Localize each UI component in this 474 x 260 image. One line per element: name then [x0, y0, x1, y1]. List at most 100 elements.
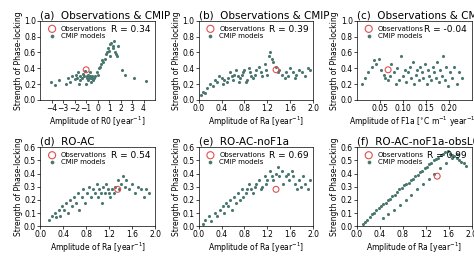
CMIP models — [301, 74, 309, 78]
CMIP models — [112, 52, 120, 56]
Text: (c)  Observations & CMIP: (c) Observations & CMIP — [357, 10, 474, 20]
Text: (e)  RO-AC-noF1a: (e) RO-AC-noF1a — [199, 136, 289, 146]
Legend: Observations, CMIP models: Observations, CMIP models — [202, 151, 267, 166]
CMIP models — [83, 74, 91, 78]
CMIP models — [390, 70, 397, 74]
CMIP models — [238, 73, 246, 77]
CMIP models — [101, 57, 109, 61]
CMIP models — [380, 202, 387, 206]
Y-axis label: Strength of Phase-locking: Strength of Phase-locking — [14, 137, 23, 236]
CMIP models — [83, 76, 91, 80]
CMIP models — [307, 178, 314, 182]
CMIP models — [213, 80, 221, 84]
CMIP models — [55, 208, 63, 212]
Observations — [272, 187, 280, 191]
CMIP models — [126, 187, 133, 191]
CMIP models — [377, 68, 384, 72]
CMIP models — [441, 150, 449, 154]
CMIP models — [89, 187, 97, 191]
CMIP models — [288, 169, 295, 173]
CMIP models — [61, 208, 68, 212]
CMIP models — [258, 74, 265, 78]
CMIP models — [208, 219, 215, 223]
CMIP models — [99, 58, 106, 62]
CMIP models — [117, 182, 124, 186]
CMIP models — [95, 187, 102, 191]
CMIP models — [247, 74, 255, 78]
X-axis label: Amplitude of Ra [year$^{-1}$]: Amplitude of Ra [year$^{-1}$] — [208, 241, 304, 255]
Text: R = 0.39: R = 0.39 — [269, 25, 309, 34]
CMIP models — [433, 60, 441, 64]
CMIP models — [448, 156, 456, 160]
CMIP models — [62, 82, 69, 86]
CMIP models — [241, 68, 248, 72]
CMIP models — [95, 66, 102, 70]
CMIP models — [403, 80, 410, 84]
CMIP models — [437, 153, 445, 157]
Text: (a)  Observations & CMIP: (a) Observations & CMIP — [40, 10, 171, 20]
Y-axis label: Strength of Phase-locking: Strength of Phase-locking — [172, 11, 181, 110]
Text: (d)  RO-AC: (d) RO-AC — [40, 136, 95, 146]
CMIP models — [437, 68, 444, 72]
CMIP models — [366, 215, 374, 219]
CMIP models — [245, 66, 253, 70]
CMIP models — [284, 74, 292, 78]
CMIP models — [287, 66, 294, 70]
CMIP models — [227, 198, 234, 202]
CMIP models — [268, 57, 276, 61]
CMIP models — [88, 74, 96, 78]
CMIP models — [97, 191, 104, 195]
CMIP models — [247, 187, 255, 191]
CMIP models — [453, 82, 461, 86]
CMIP models — [282, 174, 290, 178]
CMIP models — [386, 74, 394, 78]
CMIP models — [307, 68, 314, 72]
Text: (f)  RO-AC-noF1a-obsL0: (f) RO-AC-noF1a-obsL0 — [357, 136, 474, 146]
CMIP models — [382, 200, 389, 205]
CMIP models — [272, 64, 280, 69]
CMIP models — [435, 80, 442, 84]
CMIP models — [272, 171, 280, 176]
Observations — [384, 68, 392, 72]
CMIP models — [446, 152, 454, 156]
CMIP models — [290, 70, 297, 74]
CMIP models — [104, 46, 112, 50]
CMIP models — [108, 187, 116, 191]
CMIP models — [97, 62, 105, 66]
CMIP models — [101, 191, 109, 195]
CMIP models — [293, 187, 301, 191]
CMIP models — [450, 64, 458, 69]
CMIP models — [234, 191, 241, 195]
CMIP models — [53, 215, 60, 219]
CMIP models — [140, 195, 147, 199]
CMIP models — [393, 66, 401, 70]
CMIP models — [359, 82, 366, 86]
CMIP models — [83, 191, 91, 195]
CMIP models — [429, 64, 437, 69]
CMIP models — [104, 187, 112, 191]
X-axis label: Amplitude of R0 [year$^{-1}$]: Amplitude of R0 [year$^{-1}$] — [49, 114, 146, 129]
CMIP models — [410, 177, 417, 181]
CMIP models — [304, 66, 311, 70]
CMIP models — [401, 68, 409, 72]
CMIP models — [146, 191, 153, 195]
CMIP models — [88, 80, 95, 84]
CMIP models — [385, 212, 392, 216]
CMIP models — [55, 78, 63, 82]
CMIP models — [368, 64, 375, 69]
CMIP models — [400, 183, 408, 187]
CMIP models — [128, 182, 136, 186]
CMIP models — [386, 197, 394, 201]
CMIP models — [281, 76, 289, 80]
CMIP models — [222, 200, 230, 205]
CMIP models — [361, 76, 369, 80]
CMIP models — [94, 73, 101, 77]
CMIP models — [249, 76, 257, 80]
CMIP models — [71, 77, 79, 81]
CMIP models — [110, 191, 118, 195]
X-axis label: Amplitude of F1a [$^{\circ}$C m$^{-1}$ year$^{-1}$]: Amplitude of F1a [$^{\circ}$C m$^{-1}$ y… — [349, 114, 474, 129]
CMIP models — [380, 73, 387, 77]
CMIP models — [202, 92, 210, 96]
CMIP models — [106, 54, 113, 58]
CMIP models — [414, 173, 421, 177]
